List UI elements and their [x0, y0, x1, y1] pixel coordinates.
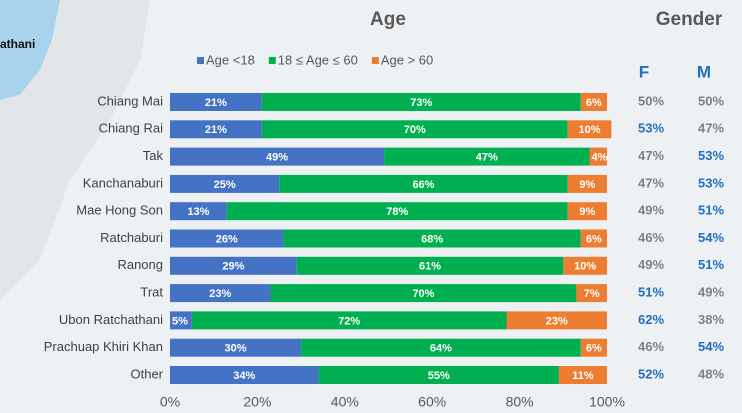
y-tick-label: Ubon Ratchathani: [59, 312, 163, 327]
data-label: 70%: [412, 288, 434, 300]
data-label: 9%: [579, 179, 595, 191]
data-label: 23%: [546, 315, 568, 327]
x-tick-label: 40%: [331, 394, 359, 410]
y-tick-label: Kanchanaburi: [83, 175, 163, 190]
legend-swatch: [372, 57, 379, 64]
gender-value: 49%: [638, 203, 664, 218]
legend-swatch: [269, 57, 276, 64]
gender-value: 54%: [698, 230, 724, 245]
y-tick-label: Ratchaburi: [100, 230, 163, 245]
data-label: 29%: [222, 261, 244, 273]
data-label: 34%: [233, 370, 255, 382]
legend-label: Age > 60: [381, 52, 433, 67]
gender-value: 54%: [698, 339, 724, 354]
y-tick-label: Tak: [143, 148, 164, 163]
gender-value: 46%: [638, 230, 664, 245]
data-label: 5%: [172, 315, 188, 327]
data-label: 70%: [404, 124, 426, 136]
data-label: 72%: [338, 315, 360, 327]
y-tick-label: Trat: [140, 285, 163, 300]
gender-value: 47%: [638, 175, 664, 190]
gender-value: 47%: [638, 148, 664, 163]
gender-value: 50%: [638, 93, 664, 108]
data-label: 11%: [572, 370, 594, 382]
data-label: 21%: [205, 97, 227, 109]
chart-title: Age: [370, 9, 406, 30]
legend-label: Age <18: [206, 52, 255, 67]
gender-value: 38%: [698, 312, 724, 327]
y-tick-label: Chiang Rai: [99, 121, 163, 136]
data-label: 21%: [205, 124, 227, 136]
gender-value: 51%: [698, 257, 724, 272]
data-label: 4%: [592, 152, 608, 164]
gender-value: 52%: [638, 366, 664, 381]
gender-value: 62%: [638, 312, 664, 327]
data-label: 64%: [430, 343, 452, 355]
data-label: 66%: [412, 179, 434, 191]
y-tick-label: Chiang Mai: [97, 93, 163, 108]
gender-value: 53%: [638, 121, 664, 136]
data-label: 23%: [209, 288, 231, 300]
gender-value: 51%: [638, 285, 664, 300]
chart: athani Age Gender 0% 20% 40% 60% 80% 100% Age …: [0, 0, 742, 413]
data-label: 68%: [421, 233, 443, 245]
x-tick-label: 100%: [589, 394, 625, 410]
data-label: 7%: [584, 288, 600, 300]
gender-header: F: [639, 62, 649, 81]
legend-label: 18 ≤ Age ≤ 60: [278, 52, 358, 67]
data-label: 49%: [266, 152, 288, 164]
y-tick-label: Ranong: [117, 257, 163, 272]
data-label: 26%: [216, 233, 238, 245]
y-tick-label: Mae Hong Son: [76, 203, 163, 218]
gender-title: Gender: [656, 9, 723, 30]
x-tick-label: 60%: [418, 394, 446, 410]
data-label: 6%: [586, 343, 602, 355]
data-label: 6%: [586, 233, 602, 245]
map-label: athani: [0, 37, 35, 51]
data-label: 78%: [386, 206, 408, 218]
gender-value: 53%: [698, 148, 724, 163]
y-tick-label: Other: [130, 366, 163, 381]
gender-value: 49%: [698, 285, 724, 300]
data-label: 30%: [225, 343, 247, 355]
data-label: 47%: [476, 152, 498, 164]
data-label: 9%: [579, 206, 595, 218]
gender-value: 49%: [638, 257, 664, 272]
gender-value: 53%: [698, 175, 724, 190]
y-tick-label: Prachuap Khiri Khan: [44, 339, 163, 354]
legend-swatch: [197, 57, 204, 64]
data-label: 61%: [419, 261, 441, 273]
gender-value: 50%: [698, 93, 724, 108]
data-label: 6%: [586, 97, 602, 109]
data-label: 13%: [187, 206, 209, 218]
data-label: 55%: [428, 370, 450, 382]
data-label: 25%: [214, 179, 236, 191]
gender-value: 48%: [698, 366, 724, 381]
x-tick-label: 20%: [243, 394, 271, 410]
x-tick-label: 0%: [160, 394, 180, 410]
x-tick-label: 80%: [506, 394, 534, 410]
gender-value: 51%: [698, 203, 724, 218]
data-label: 73%: [410, 97, 432, 109]
gender-header: M: [697, 62, 711, 81]
data-label: 10%: [574, 261, 596, 273]
gender-value: 47%: [698, 121, 724, 136]
data-label: 10%: [579, 124, 601, 136]
gender-value: 46%: [638, 339, 664, 354]
